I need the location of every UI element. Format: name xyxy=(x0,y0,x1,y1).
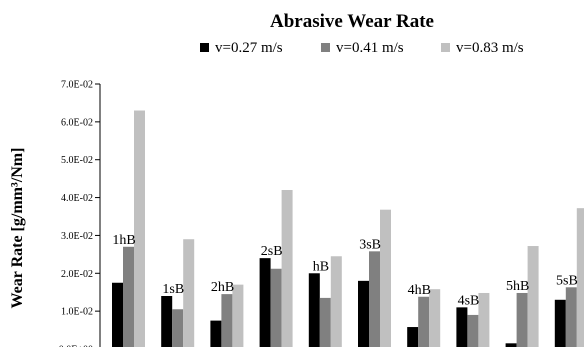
bar-1sB-1 xyxy=(161,296,173,347)
y-tick-label-6: 6.0E-02 xyxy=(61,117,93,128)
bar-5hB-2 xyxy=(516,292,528,347)
legend-label-2: v=0.41 m/s xyxy=(336,40,404,56)
bar-hB-1 xyxy=(308,273,320,347)
bar-4hB-1 xyxy=(407,327,419,347)
category-labels: 1hB 1sB 2hB 2sB hB 3sB 4hB 4sB 5hB 5sB xyxy=(112,233,577,309)
category-label-1sB: 1sB xyxy=(162,282,184,297)
legend-label-3: v=0.83 m/s xyxy=(456,40,524,56)
category-label-3sB: 3sB xyxy=(359,237,381,252)
bar-4hB-3 xyxy=(429,289,441,347)
bar-4hB-2 xyxy=(418,296,430,347)
bar-1hB-2 xyxy=(123,246,134,347)
category-label-4hB: 4hB xyxy=(408,283,431,298)
bar-2hB-2 xyxy=(221,294,233,347)
bar-2sB-1 xyxy=(259,258,271,347)
bar-1sB-3 xyxy=(183,239,195,347)
chart-title: Abrasive Wear Rate xyxy=(270,11,434,32)
y-axis: 0.0E+00 1.0E-02 2.0E-02 3.0E-02 4.0E-02 5.0E-… xyxy=(59,80,101,347)
bar-4sB-1 xyxy=(456,307,468,347)
category-label-5sB: 5sB xyxy=(556,273,578,288)
legend-swatch-2 xyxy=(321,43,330,52)
bar-5hB-1 xyxy=(505,343,517,347)
bar-4sB-2 xyxy=(467,314,479,347)
legend-swatch-3 xyxy=(441,43,450,52)
bar-1hB-1 xyxy=(112,282,123,347)
category-label-hB: hB xyxy=(313,259,329,274)
y-axis-label: Wear Rate [g/mm³/Nm] xyxy=(9,148,26,309)
bar-1sB-2 xyxy=(172,309,184,347)
category-label-5hB: 5hB xyxy=(506,279,529,294)
y-tick-label-0: 0.0E+00 xyxy=(59,345,93,347)
y-tick-label-7: 7.0E-02 xyxy=(61,80,93,91)
bar-5hB-3 xyxy=(527,246,539,347)
bar-5sB-1 xyxy=(554,299,566,347)
bar-1hB-3 xyxy=(134,110,145,347)
legend: v=0.27 m/s v=0.41 m/s v=0.83 m/s xyxy=(200,40,524,56)
y-tick-label-3: 3.0E-02 xyxy=(61,231,93,242)
bar-hB-2 xyxy=(319,297,331,347)
bar-hB-3 xyxy=(330,256,342,347)
y-tick-label-4: 4.0E-02 xyxy=(61,193,93,204)
bar-4sB-3 xyxy=(478,292,490,347)
bar-2sB-2 xyxy=(270,268,282,347)
category-label-2sB: 2sB xyxy=(261,244,283,259)
bar-3sB-2 xyxy=(369,251,380,347)
legend-label-1: v=0.27 m/s xyxy=(215,40,283,56)
y-tick-label-1: 1.0E-02 xyxy=(61,307,93,318)
y-tick-label-5: 5.0E-02 xyxy=(61,155,93,166)
bar-5sB-3 xyxy=(576,208,584,347)
bar-2sB-3 xyxy=(281,190,293,347)
category-label-2hB: 2hB xyxy=(211,280,234,295)
bar-2hB-3 xyxy=(232,284,244,347)
bar-3sB-3 xyxy=(380,209,391,347)
legend-swatch-1 xyxy=(200,43,209,52)
category-label-1hB: 1hB xyxy=(112,233,135,248)
bar-3sB-1 xyxy=(358,280,369,347)
bar-2hB-1 xyxy=(210,320,222,347)
category-label-4sB: 4sB xyxy=(458,293,480,308)
y-tick-label-2: 2.0E-02 xyxy=(61,269,93,280)
bars xyxy=(112,110,584,347)
bar-5sB-2 xyxy=(565,287,577,347)
